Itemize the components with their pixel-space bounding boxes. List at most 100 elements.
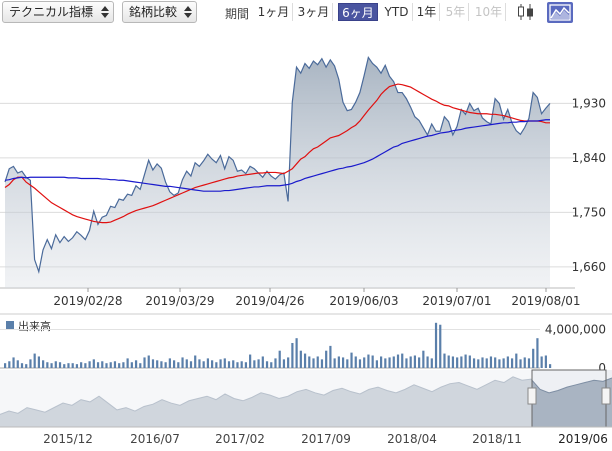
- volume-bar: [329, 345, 332, 368]
- refresh-button[interactable]: ↻: [584, 40, 606, 62]
- volume-bar: [134, 360, 138, 368]
- refresh-icon: ↻: [589, 43, 601, 58]
- price-swatch: [6, 46, 16, 48]
- volume-bar: [113, 361, 117, 368]
- volume-bar: [249, 354, 252, 368]
- legend-ma25-label: 移動平均(25): [214, 40, 281, 53]
- period-button-ytd[interactable]: YTD: [381, 3, 413, 21]
- volume-bar: [333, 358, 336, 368]
- volume-bar: [202, 361, 205, 368]
- indicator-select-value: テクニカル指標: [9, 5, 94, 19]
- legend-ma75-label: 移動平均(75): [319, 40, 386, 53]
- volume-bar: [532, 348, 535, 368]
- volume-bar: [130, 362, 133, 368]
- volume-bar: [337, 356, 340, 368]
- volume-bar: [536, 338, 539, 368]
- period-button-1y[interactable]: 1年: [414, 3, 440, 21]
- volume-bar: [434, 322, 438, 368]
- candlestick-icon[interactable]: [515, 2, 537, 22]
- volume-bar: [172, 360, 176, 368]
- navigator-line: [0, 376, 612, 415]
- volume-bar: [303, 353, 307, 368]
- volume-bar: [320, 359, 324, 368]
- volume-bar: [139, 363, 142, 368]
- volume-bar: [219, 359, 222, 368]
- compare-select[interactable]: 銘柄比較: [122, 1, 197, 23]
- select-arrows-icon: [101, 5, 109, 19]
- volume-bar: [58, 362, 62, 368]
- volume-bar: [25, 364, 28, 368]
- volume-bar: [295, 338, 298, 368]
- area-chart-icon[interactable]: [547, 2, 573, 23]
- indicator-select[interactable]: テクニカル指標: [2, 1, 114, 23]
- period-button-6m[interactable]: 6ヶ月: [338, 3, 378, 21]
- volume-bar: [384, 358, 387, 368]
- volume-bar: [388, 357, 391, 368]
- volume-bar: [244, 362, 248, 368]
- volume-bar: [151, 359, 155, 368]
- volume-bar: [37, 356, 40, 368]
- ma25-swatch: [200, 46, 210, 48]
- volume-bar: [164, 362, 167, 368]
- y-tick-label: 1,930: [572, 96, 606, 110]
- volume-bar: [380, 356, 383, 368]
- volume-bar: [253, 360, 256, 368]
- ma75-swatch: [305, 46, 315, 48]
- volume-bar: [261, 356, 264, 368]
- volume-bar: [274, 358, 277, 368]
- volume-bar: [287, 357, 290, 368]
- x-tick-label: 2019/04/26: [235, 294, 304, 308]
- navigator-tick-label: 2017/09: [301, 432, 351, 446]
- volume-bar: [523, 357, 526, 368]
- volume-bar: [29, 359, 32, 368]
- volume-bar: [354, 356, 357, 368]
- volume-bar: [12, 357, 15, 368]
- volume-bar: [215, 362, 218, 368]
- volume-bar: [447, 355, 450, 368]
- price-line: [4, 55, 551, 274]
- x-tick-label: 2019/03/29: [145, 294, 214, 308]
- volume-bar: [316, 356, 319, 368]
- volume-bar: [456, 357, 459, 368]
- period-button-3m[interactable]: 3ヶ月: [295, 3, 333, 21]
- price-chart: 1,660 1,750 1,840 1,930 2019/02/28 2019/03/29…: [0, 30, 612, 308]
- volume-bar: [519, 359, 522, 368]
- volume-bar: [232, 360, 235, 368]
- navigator-tick-label: 2015/12: [43, 432, 93, 446]
- volume-chart: 出来高 0 4,000,000: [0, 313, 612, 375]
- volume-bar: [413, 355, 417, 368]
- volume-bar: [206, 358, 209, 368]
- volume-bar: [147, 355, 150, 368]
- volume-bar: [489, 356, 493, 368]
- volume-bar: [401, 353, 404, 368]
- volume-bar: [198, 359, 201, 368]
- navigator-chart: 2015/12 2016/07 2017/02 2017/09 2018/04 2018/…: [0, 369, 612, 446]
- volume-bar: [67, 363, 70, 368]
- compare-select-value: 銘柄比較: [129, 5, 178, 19]
- volume-bar: [451, 356, 455, 368]
- ma75-line: [4, 119, 550, 192]
- volume-bar: [223, 358, 226, 368]
- volume-bar: [527, 358, 531, 368]
- price-panel-bg: [0, 30, 612, 292]
- x-tick-label: 2019/07/01: [422, 294, 491, 308]
- volume-bar: [392, 356, 395, 368]
- volume-y-tick-label: 4,000,000: [545, 323, 606, 337]
- period-label: 期間: [225, 7, 250, 21]
- volume-bar: [189, 361, 193, 368]
- volume-bar: [118, 363, 121, 368]
- volume-bar: [405, 358, 408, 368]
- volume-bar: [4, 363, 7, 368]
- volume-bar: [282, 359, 286, 368]
- volume-bar: [549, 364, 552, 368]
- volume-bar: [177, 362, 180, 368]
- volume-bar: [544, 355, 547, 368]
- volume-bar: [367, 354, 370, 368]
- volume-bar: [418, 357, 421, 368]
- chart-toolbar: テクニカル指標 銘柄比較 期間 1ヶ月 3ヶ月 6ヶ月 YTD 1年 5年 10…: [0, 0, 612, 27]
- period-button-1m[interactable]: 1ヶ月: [255, 3, 293, 21]
- volume-bar: [443, 353, 446, 368]
- volume-bar: [346, 359, 349, 368]
- period-button-5y: 5年: [443, 3, 469, 21]
